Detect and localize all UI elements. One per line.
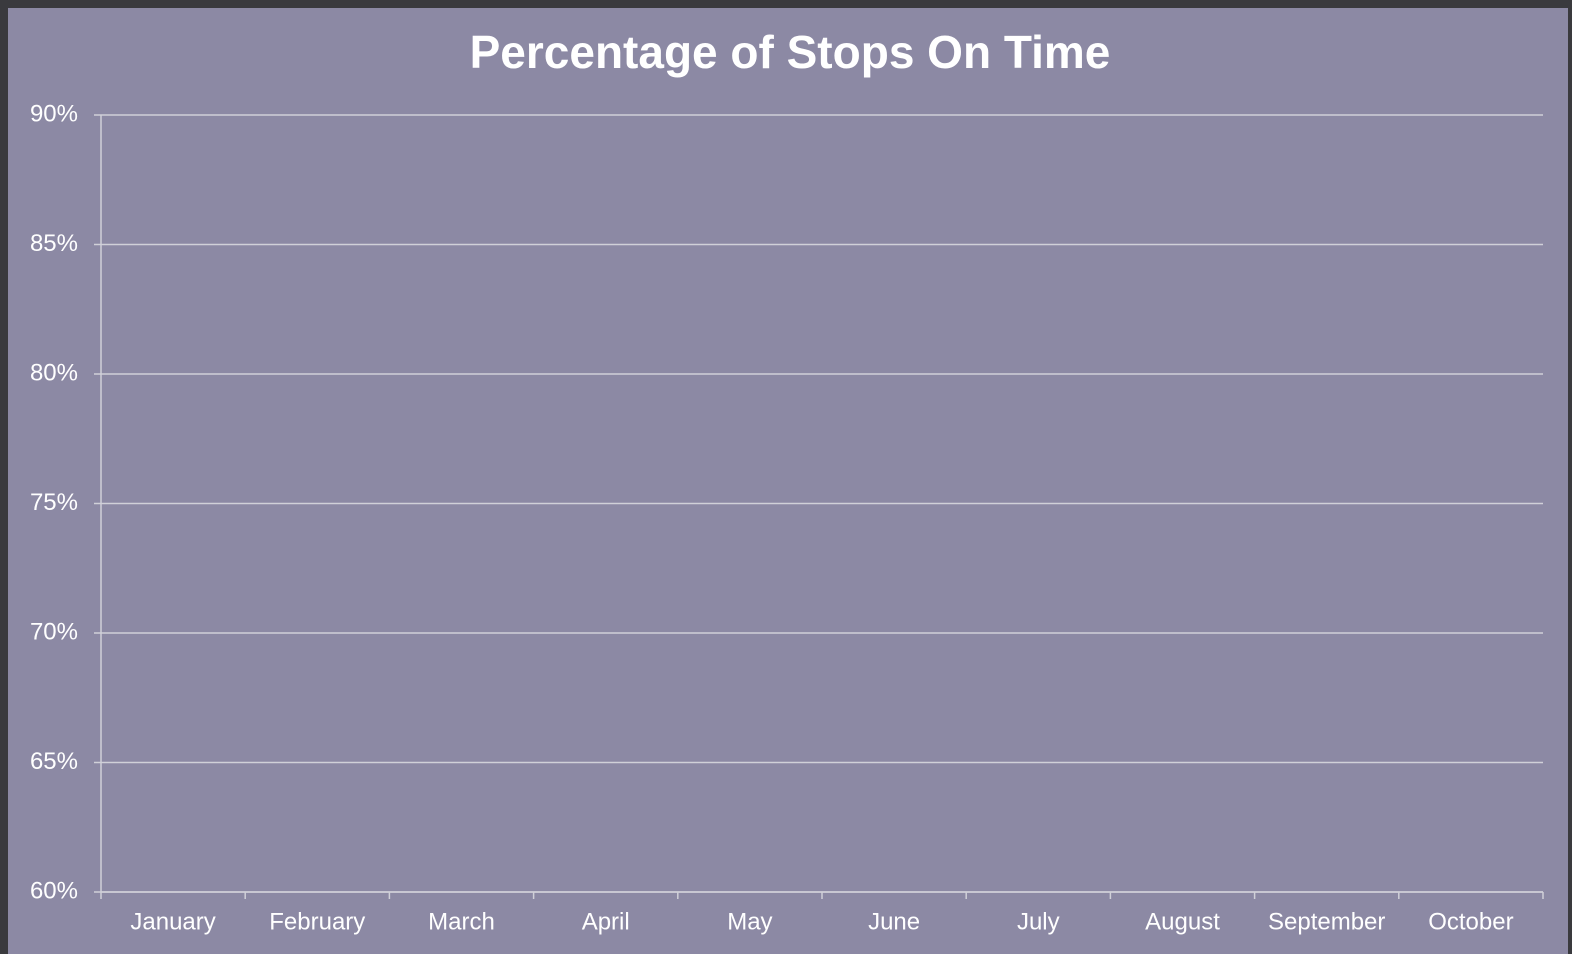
y-tick-label: 80% [30,359,78,386]
y-tick-label: 60% [30,877,78,904]
x-tick-label: January [130,908,215,935]
x-tick-label: February [269,908,365,935]
chart-title: Percentage of Stops On Time [470,26,1111,78]
x-tick-label: May [727,908,772,935]
x-tick-label: September [1268,908,1385,935]
y-tick-label: 85% [30,230,78,257]
x-tick-label: March [428,908,495,935]
x-tick-label: April [582,908,630,935]
y-tick-label: 90% [30,100,78,127]
x-tick-label: June [868,908,920,935]
y-tick-label: 70% [30,618,78,645]
x-tick-label: August [1145,908,1220,935]
x-tick-label: July [1017,908,1060,935]
y-tick-label: 75% [30,489,78,516]
y-tick-label: 65% [30,748,78,775]
chart-background [8,8,1568,954]
x-tick-label: October [1428,908,1513,935]
